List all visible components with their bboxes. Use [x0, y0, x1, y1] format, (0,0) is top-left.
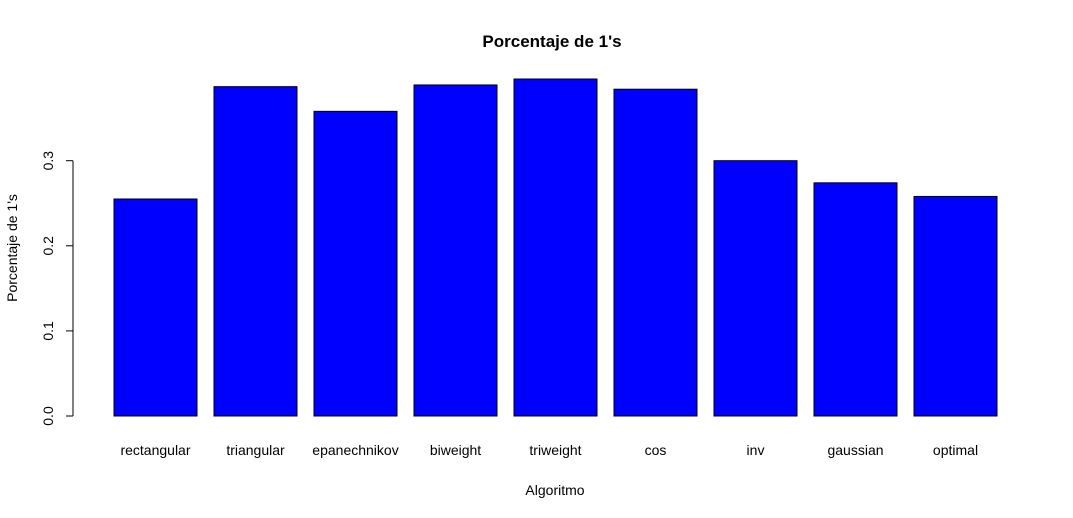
x-tick-label-biweight: biweight [430, 442, 481, 458]
x-tick-label-cos: cos [645, 442, 667, 458]
bar-inv [713, 160, 798, 417]
x-tick-labels: rectangular triangular epanechnikov biweigh… [120, 442, 978, 458]
x-axis-label: Algoritmo [525, 482, 584, 498]
x-tick-label-epanechnikov: epanechnikov [312, 442, 398, 458]
x-tick-label-optimal: optimal [933, 442, 978, 458]
bar-triangular [213, 86, 298, 417]
x-tick-label-triweight: triweight [529, 442, 581, 458]
bar-cos [613, 88, 698, 417]
x-tick-label-rectangular: rectangular [120, 442, 190, 458]
bar-epanechnikov [313, 110, 398, 417]
y-tick-label: 0.2 [40, 236, 56, 256]
y-ticks: 0.0 0.1 0.2 0.3 [40, 151, 73, 426]
chart-title: Porcentaje de 1's [482, 32, 621, 51]
bar-triweight [513, 78, 598, 417]
bar-optimal [913, 195, 998, 417]
x-tick-label-gaussian: gaussian [827, 442, 883, 458]
x-tick-label-inv: inv [747, 442, 765, 458]
bar-biweight [413, 84, 498, 417]
y-tick-label: 0.0 [40, 406, 56, 426]
y-tick-label: 0.1 [40, 321, 56, 341]
bar-gaussian [813, 182, 898, 417]
bar-rectangular [113, 198, 198, 417]
y-tick-label: 0.3 [40, 151, 56, 171]
x-tick-label-triangular: triangular [226, 442, 285, 458]
bars [113, 78, 998, 417]
y-axis-label: Porcentaje de 1's [4, 194, 20, 302]
